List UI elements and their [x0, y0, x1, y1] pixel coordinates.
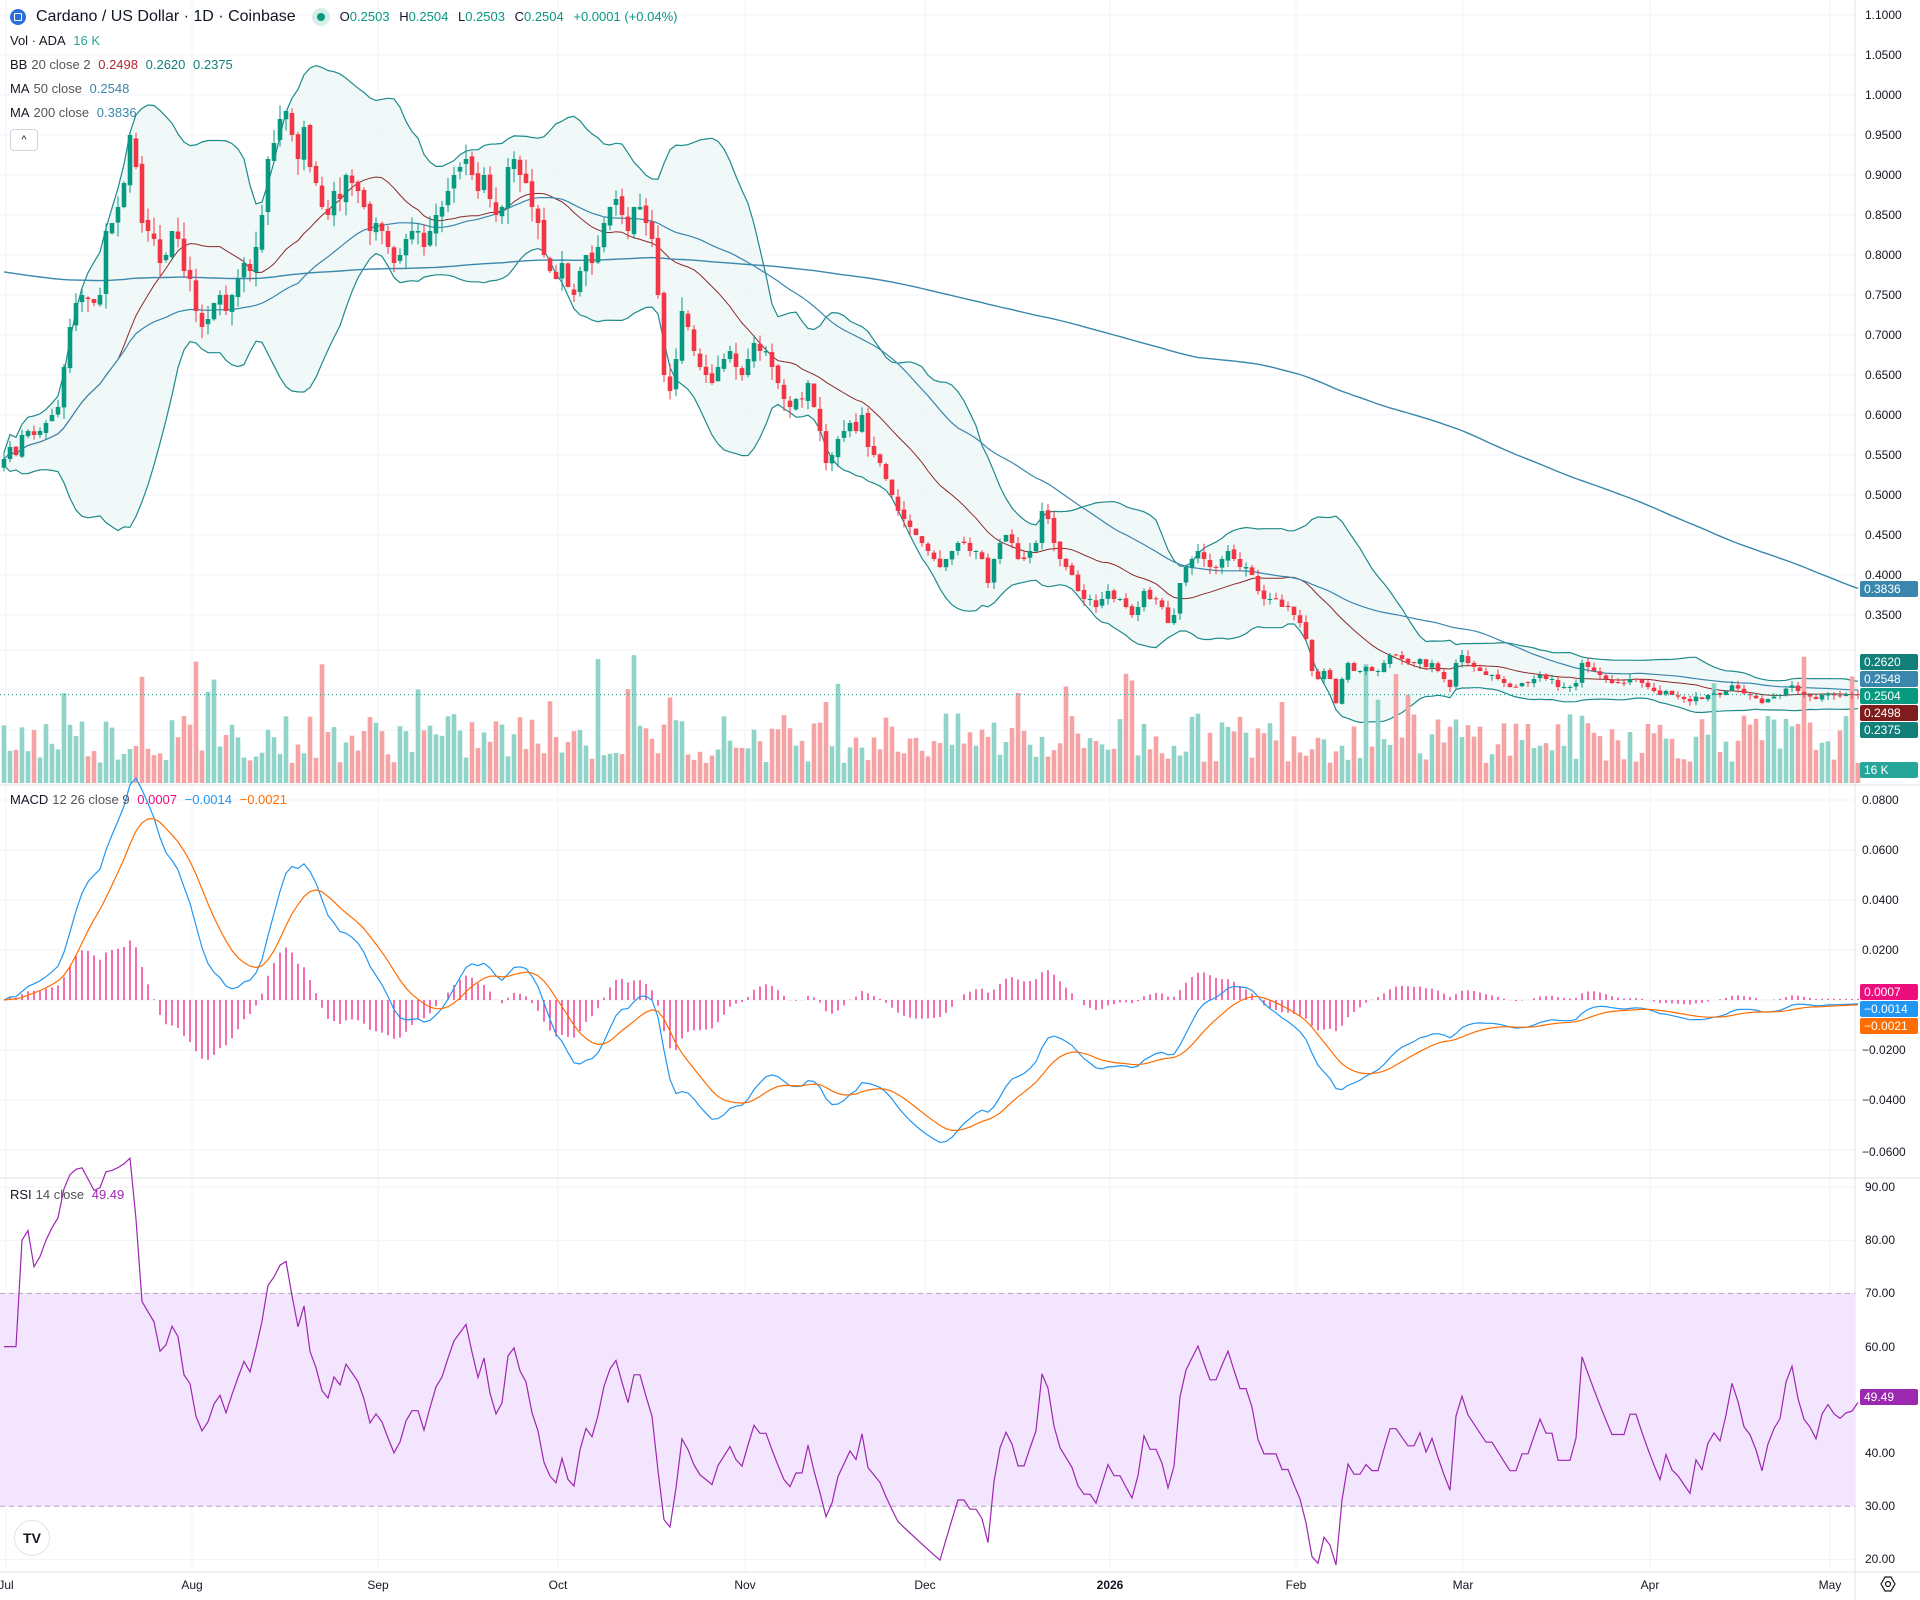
cardano-logo-icon: [10, 9, 26, 25]
price-axis-label: 0.6500: [1865, 368, 1902, 382]
rsi-axis-label: 30.00: [1865, 1499, 1896, 1514]
low-value: 0.2503: [465, 9, 505, 24]
ma200-line[interactable]: [3, 256, 1859, 589]
time-axis-label: Dec: [914, 1578, 936, 1592]
bb-upper-tag: 0.2620: [1860, 654, 1918, 670]
macd-axis-label: −0.0200: [1862, 1043, 1906, 1057]
price-axis-label: 0.5000: [1865, 488, 1902, 502]
chevron-up-icon: ^: [21, 134, 27, 146]
bb-basis-tag: 0.2498: [1860, 705, 1918, 721]
ma50-value: 0.2548: [89, 81, 130, 96]
settings-gear-icon[interactable]: [1880, 1576, 1896, 1592]
bb-fill: [4, 65, 1858, 723]
price-axis-label: 0.5500: [1865, 448, 1902, 462]
volume-legend[interactable]: Vol · ADA 16 K: [10, 33, 101, 48]
time-axis-label: Sep: [367, 1578, 389, 1592]
bb-basis-line[interactable]: [3, 176, 1859, 696]
price-axis-label: 0.4500: [1865, 528, 1902, 542]
macd-axis-label: 0.0600: [1862, 843, 1899, 857]
rsi-legend[interactable]: RSI 14 close 49.49: [10, 1187, 125, 1202]
symbol-title[interactable]: Cardano / US Dollar · 1D · Coinbase: [36, 8, 296, 25]
price-axis-label: 0.9500: [1865, 128, 1902, 142]
ma200-value: 0.3836: [96, 105, 137, 120]
bb-lower-line[interactable]: [3, 247, 1859, 724]
market-status-icon[interactable]: [311, 8, 330, 26]
macd-histogram: [9, 940, 1859, 1060]
change-value: +0.0001 (+0.04%): [573, 9, 678, 24]
macd-axis-label: 0.0400: [1862, 893, 1899, 907]
volume-tag: 16 K: [1860, 762, 1918, 778]
candles[interactable]: [1, 105, 1861, 706]
ma50-tag: 0.2548: [1860, 671, 1918, 687]
ma200-legend[interactable]: MA 200 close 0.3836: [10, 105, 137, 120]
price-axis-label: 1.0500: [1865, 48, 1902, 62]
time-axis-label: Apr: [1640, 1578, 1660, 1592]
volume-bars: [1, 655, 1861, 783]
price-axis-label: 1.1000: [1865, 8, 1902, 22]
bb-upper-value: 0.2620: [145, 57, 186, 72]
rsi-axis-label: 80.00: [1865, 1233, 1896, 1248]
macd-line-value: −0.0014: [184, 792, 232, 807]
time-axis-label: May: [1818, 1578, 1842, 1592]
macd-hist-value: 0.0007: [137, 792, 178, 807]
rsi-axis-label: 40.00: [1865, 1446, 1896, 1460]
ma50-legend[interactable]: MA 50 close 0.2548: [10, 81, 130, 96]
rsi-axis-label: 60.00: [1865, 1339, 1896, 1354]
time-axis-label: Mar: [1452, 1578, 1474, 1592]
price-axis-label: 1.0000: [1865, 88, 1902, 102]
rsi-axis-label: 70.00: [1865, 1286, 1896, 1301]
macd-line[interactable]: [3, 777, 1859, 1144]
bb-legend[interactable]: BB 20 close 2 0.2498 0.2620 0.2375: [10, 57, 233, 72]
macd-signal-tag: −0.0021: [1860, 1018, 1918, 1034]
macd-signal-line[interactable]: [3, 818, 1859, 1131]
time-axis-label: Feb: [1285, 1578, 1307, 1592]
high-value: 0.2504: [408, 9, 449, 24]
tradingview-logo[interactable]: TV: [14, 1520, 50, 1556]
macd-signal-value: −0.0021: [239, 792, 287, 807]
symbol-header: Cardano / US Dollar · 1D · Coinbase O0.2…: [10, 8, 687, 26]
time-axis-label: 2026: [1096, 1578, 1124, 1592]
volume-value: 16 K: [73, 33, 101, 48]
time-axis-label: Nov: [734, 1578, 756, 1592]
price-axis-label: 0.8500: [1865, 208, 1902, 222]
macd-hist-tag: 0.0007: [1860, 984, 1918, 1000]
open-value: 0.2503: [349, 9, 390, 24]
price-axis-label: 0.3500: [1865, 608, 1902, 622]
bb-lower-tag: 0.2375: [1860, 722, 1918, 738]
rsi-axis-label: 20.00: [1865, 1552, 1896, 1567]
price-axis-label: 0.6000: [1865, 408, 1902, 422]
price-axis-label: 0.4000: [1865, 568, 1902, 582]
time-axis-label: Aug: [181, 1578, 203, 1592]
rsi-line[interactable]: [4, 1156, 1859, 1566]
time-axis-label: Oct: [548, 1578, 568, 1592]
price-axis-label: 0.7500: [1865, 288, 1902, 302]
macd-axis-label: −0.0400: [1862, 1093, 1906, 1107]
bb-upper-line[interactable]: [3, 64, 1859, 682]
macd-legend[interactable]: MACD 12 26 close 9 0.0007 −0.0014 −0.0021: [10, 792, 287, 807]
rsi-value-tag: 49.49: [1860, 1389, 1918, 1405]
macd-axis-label: 0.0800: [1862, 793, 1899, 807]
macd-line-tag: −0.0014: [1860, 1001, 1918, 1017]
ohlc-values: O0.2503 H0.2504 L0.2503 C0.2504 +0.0001 …: [339, 9, 678, 24]
rsi-band: [0, 1293, 1855, 1507]
close-value: 0.2504: [523, 9, 564, 24]
bb-lower-value: 0.2375: [193, 57, 233, 72]
macd-axis-label: −0.0600: [1862, 1145, 1906, 1159]
collapse-legend-button[interactable]: ^: [10, 129, 38, 151]
ma200-tag: 0.3836: [1860, 581, 1918, 597]
price-axis-label: 0.7000: [1865, 328, 1902, 342]
price-axis-label: 0.9000: [1865, 168, 1902, 182]
bb-basis-value: 0.2498: [98, 57, 138, 72]
time-axis-label: Jul: [0, 1578, 14, 1592]
rsi-value: 49.49: [91, 1187, 125, 1202]
macd-axis-label: 0.0200: [1862, 943, 1899, 957]
ma50-line[interactable]: [3, 197, 1859, 691]
last-price-tag: 0.2504: [1860, 688, 1918, 704]
rsi-axis-label: 90.00: [1865, 1180, 1896, 1194]
price-axis-label: 0.8000: [1865, 248, 1902, 262]
